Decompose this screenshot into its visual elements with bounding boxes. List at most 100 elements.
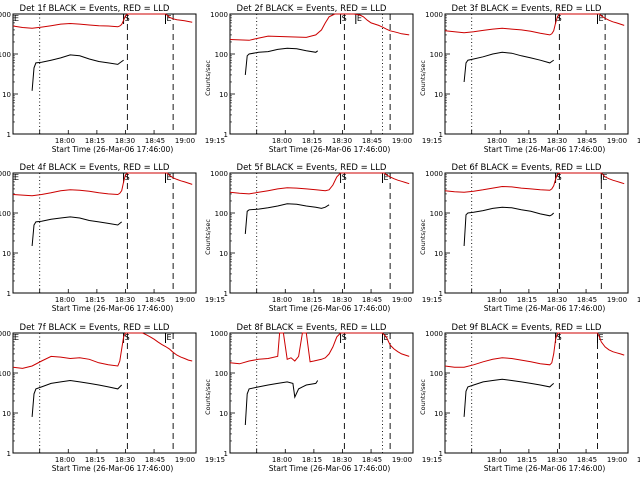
x-tick-label: 18:15	[302, 296, 322, 304]
x-tick-label: 18:45	[362, 296, 382, 304]
y-tick-label: 10	[219, 410, 228, 418]
x-tick-label: 18:15	[85, 137, 105, 145]
y-tick-label: 1	[439, 450, 443, 458]
y-tick-label: 1	[7, 450, 11, 458]
y-tick-label: 100	[215, 210, 228, 218]
y-tick-label: 10	[219, 250, 228, 258]
y-tick-label: 10	[434, 410, 443, 418]
y-axis-label: Counts/sec	[419, 60, 427, 96]
flag-marker-label: S	[125, 333, 130, 342]
y-tick-label: 1000	[0, 330, 11, 338]
x-tick-label: 18:15	[302, 456, 322, 464]
flag-marker-label: E	[14, 333, 19, 342]
x-tick-label: 19:00	[175, 137, 195, 145]
plot-frame	[12, 332, 197, 454]
x-tick-label: 18:30	[332, 456, 352, 464]
plot-frame	[444, 172, 629, 294]
panel-title: Det 9f BLACK = Events, RED = LLD	[452, 323, 602, 333]
x-tick-label: 18:30	[547, 296, 567, 304]
events-series-line	[244, 203, 330, 234]
lld-series-line	[444, 332, 625, 368]
x-tick-label: 19:15	[422, 296, 442, 304]
plot-frame	[444, 332, 629, 454]
y-tick-label: 1	[224, 450, 228, 458]
x-tick-label: 18:45	[577, 296, 597, 304]
events-series-line	[31, 54, 124, 91]
y-tick-label: 1000	[210, 11, 228, 19]
lld-series-line	[12, 13, 193, 29]
x-tick-label: 19:15	[422, 137, 442, 145]
y-tick-label: 1000	[210, 170, 228, 178]
x-tick-label: 19:15	[205, 137, 225, 145]
x-tick-label: 19:15	[205, 456, 225, 464]
plot-frame	[229, 172, 414, 294]
y-tick-label: 1	[224, 290, 228, 298]
y-tick-label: 1000	[0, 170, 11, 178]
x-tick-label: 19:00	[175, 296, 195, 304]
x-tick-label: 19:00	[392, 456, 412, 464]
flag-marker-label: S	[125, 14, 130, 23]
x-tick-label: 18:00	[272, 137, 292, 145]
flag-marker-label: S	[557, 14, 562, 23]
detector-panel-2: Det 2f BLACK = Events, RED = LLD 1 10 100 10…	[204, 4, 442, 154]
x-tick-label: 19:00	[392, 137, 412, 145]
x-tick-label: 18:00	[487, 137, 507, 145]
x-tick-label: 18:30	[332, 296, 352, 304]
y-tick-label: 1	[439, 290, 443, 298]
y-tick-label: 100	[0, 370, 11, 378]
events-series-line	[31, 216, 123, 247]
x-tick-label: 18:45	[577, 137, 597, 145]
events-series-line	[244, 380, 319, 426]
y-tick-label: 100	[0, 51, 11, 59]
flag-marker-label: E	[599, 333, 604, 342]
events-series-line	[244, 47, 319, 75]
y-axis-label: Counts/sec	[204, 219, 212, 255]
y-tick-label: 100	[430, 51, 443, 59]
lld-series-line	[229, 172, 410, 195]
flag-marker-label: E	[599, 14, 604, 23]
flag-marker-label: E	[384, 173, 389, 182]
y-tick-label: 100	[215, 51, 228, 59]
flag-marker-label: E	[167, 333, 172, 342]
x-axis-label: Start Time (26-Mar-06 17:46:00)	[52, 464, 174, 473]
plot-frame	[444, 13, 629, 135]
x-axis-label: Start Time (26-Mar-06 17:46:00)	[484, 464, 606, 473]
flag-marker-label: S	[342, 173, 347, 182]
flag-marker-label: E	[167, 14, 172, 23]
events-series-line	[463, 378, 555, 417]
x-axis-label: Start Time (26-Mar-06 17:46:00)	[484, 145, 606, 154]
panel-title: Det 3f BLACK = Events, RED = LLD	[452, 4, 602, 14]
x-tick-label: 18:15	[302, 137, 322, 145]
detector-panel-5: Det 5f BLACK = Events, RED = LLD 1 10 100 10…	[204, 163, 442, 313]
panel-title: Det 8f BLACK = Events, RED = LLD	[237, 323, 387, 333]
flag-marker-label: E	[14, 14, 19, 23]
x-tick-label: 18:00	[487, 296, 507, 304]
y-tick-label: 10	[434, 250, 443, 258]
x-tick-label: 18:00	[55, 456, 75, 464]
flag-marker-label: E	[167, 173, 172, 182]
y-tick-label: 10	[219, 91, 228, 99]
lld-series-line	[444, 172, 625, 193]
y-tick-label: 100	[430, 210, 443, 218]
panel-title: Det 7f BLACK = Events, RED = LLD	[20, 323, 170, 333]
x-tick-label: 18:45	[362, 456, 382, 464]
y-tick-label: 100	[0, 210, 11, 218]
detector-panel-4: Det 4f BLACK = Events, RED = LLD 1 10 100 10…	[0, 163, 225, 313]
panel-title: Det 6f BLACK = Events, RED = LLD	[452, 163, 602, 173]
panel-title: Det 1f BLACK = Events, RED = LLD	[20, 4, 170, 14]
y-tick-label: 1000	[425, 330, 443, 338]
x-tick-label: 18:30	[115, 296, 135, 304]
x-axis-label: Start Time (26-Mar-06 17:46:00)	[484, 304, 606, 313]
lld-series-line	[444, 13, 625, 36]
x-tick-label: 18:45	[577, 456, 597, 464]
panel-title: Det 5f BLACK = Events, RED = LLD	[237, 163, 387, 173]
y-tick-label: 1	[224, 131, 228, 139]
x-tick-label: 19:15	[637, 456, 640, 464]
x-tick-label: 19:00	[392, 296, 412, 304]
y-tick-label: 1	[439, 131, 443, 139]
x-tick-label: 18:45	[145, 296, 165, 304]
x-tick-label: 18:30	[547, 456, 567, 464]
x-axis-label: Start Time (26-Mar-06 17:46:00)	[52, 145, 174, 154]
y-tick-label: 10	[2, 410, 11, 418]
x-tick-label: 18:15	[517, 296, 537, 304]
